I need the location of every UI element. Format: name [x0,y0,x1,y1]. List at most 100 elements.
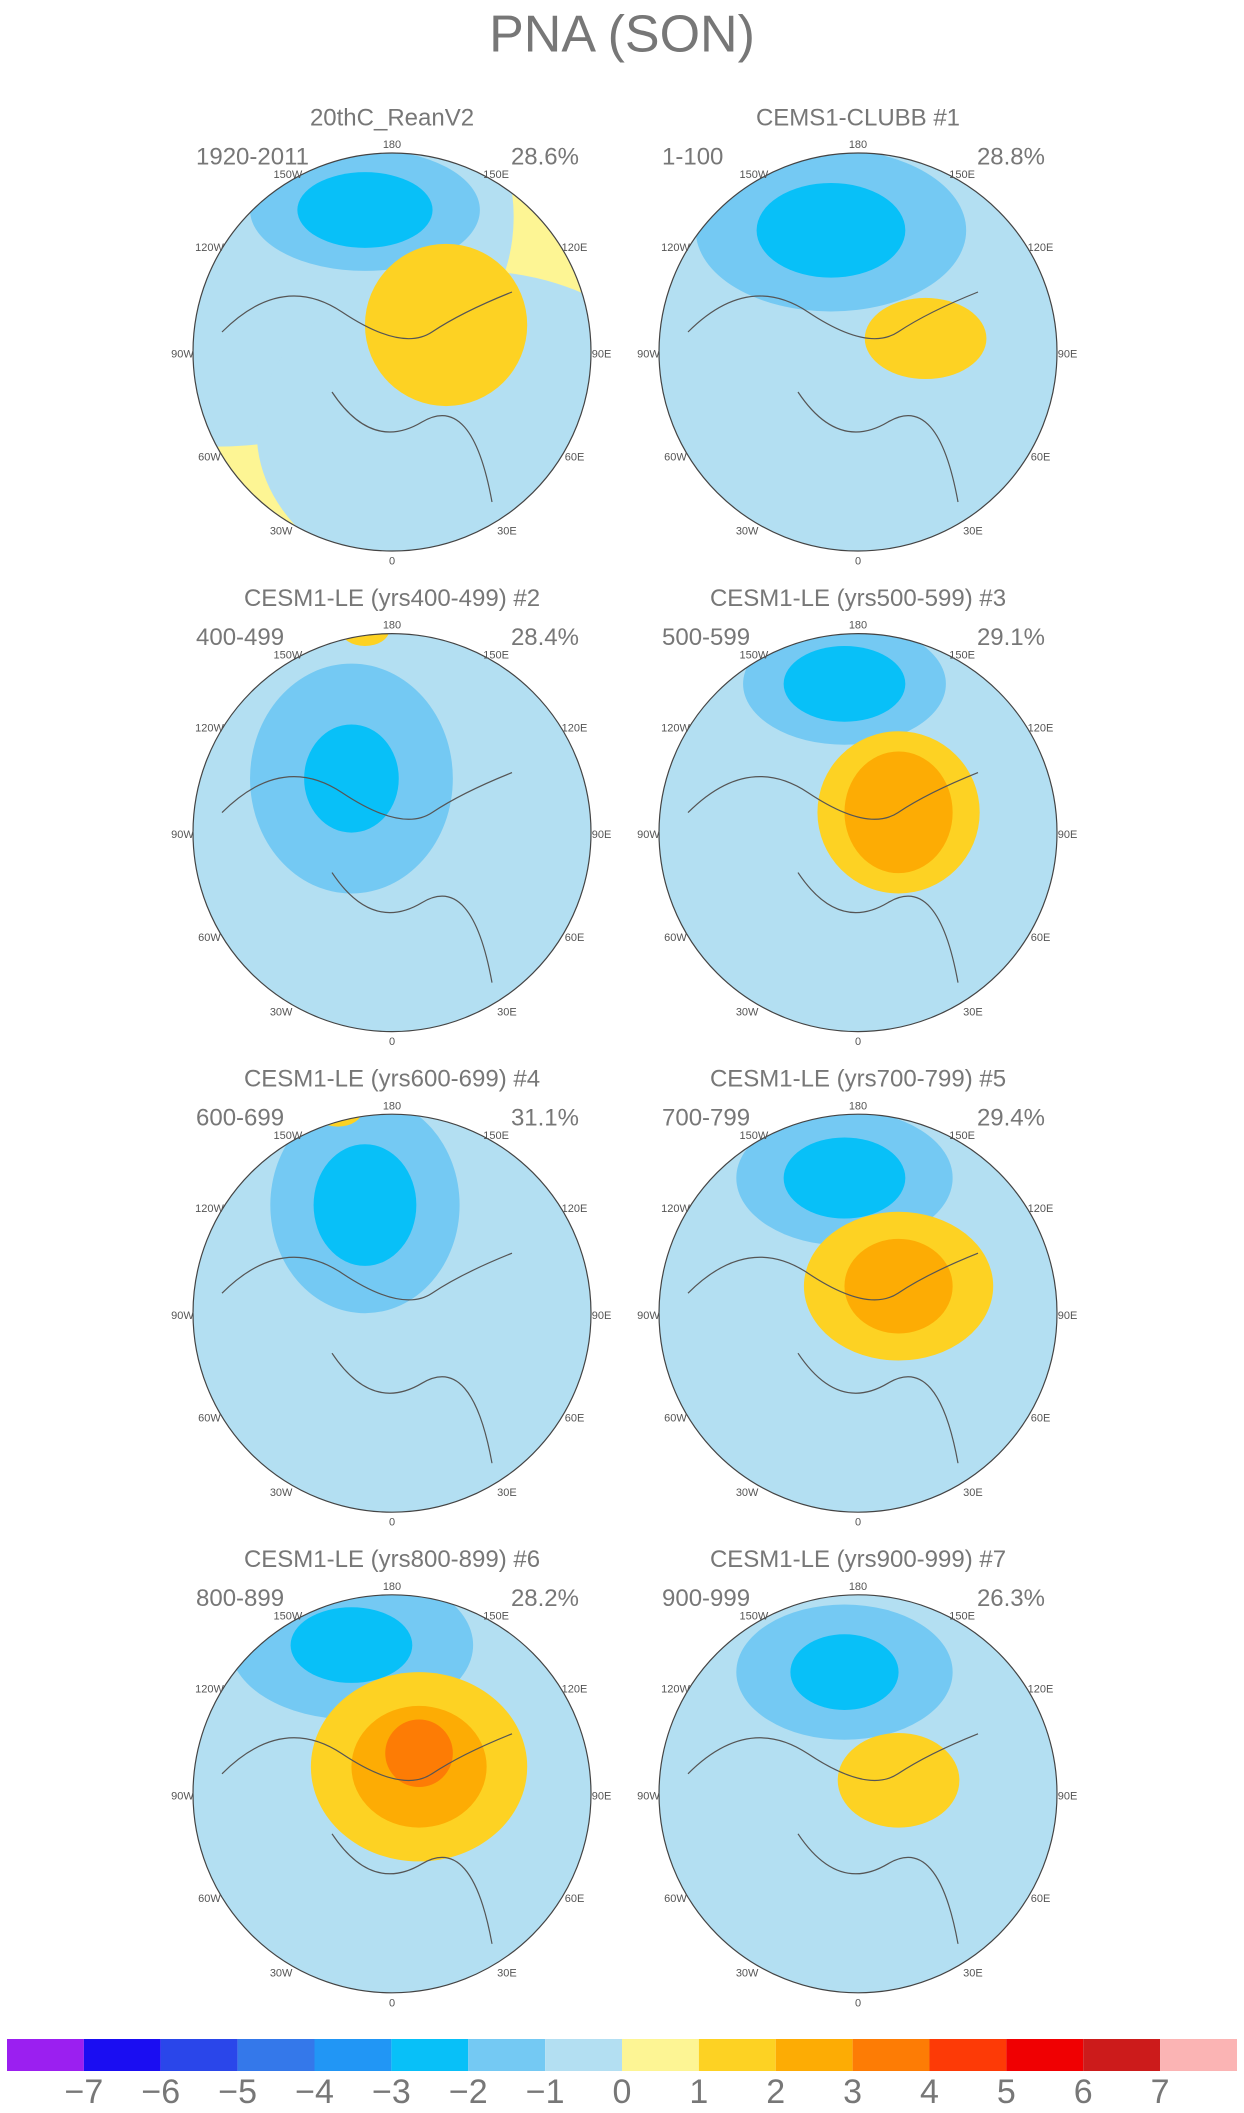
longitude-label: 120E [562,1684,588,1696]
longitude-label: 60W [664,451,687,463]
panel-period: 1-100 [662,143,723,170]
longitude-label: 150E [483,649,509,661]
colorbar-label: −4 [295,2073,334,2111]
longitude-label: 30E [963,1006,983,1018]
anomaly-field [193,153,591,551]
longitude-label: 90W [171,1310,194,1322]
longitude-label: 120W [661,722,690,734]
map-border [658,152,1058,552]
longitude-label: 60E [1031,451,1051,463]
coastline [687,772,979,983]
longitude-label: 180 [383,620,401,632]
colorbar-label: 2 [766,2073,785,2111]
longitude-label: 30W [270,1006,293,1018]
colorbar-label: 1 [689,2073,708,2111]
longitude-label: 150W [740,1130,769,1142]
anomaly-contour [304,724,399,833]
longitude-label: 60W [664,932,687,944]
panel-period: 500-599 [662,624,750,651]
figure-title: PNA (SON) [489,6,755,64]
longitude-label: 30E [497,1968,517,1980]
panel-period: 800-899 [196,1585,284,1612]
longitude-label: 0 [855,555,861,567]
longitude-label: 180 [383,1581,401,1593]
longitude-label: 30E [497,1487,517,1499]
longitude-label: 120W [195,1684,224,1696]
longitude-label: 30W [736,1487,759,1499]
colorbar-label: 7 [1151,2073,1170,2111]
longitude-label: 30W [270,526,293,538]
longitude-label: 60W [198,932,221,944]
anomaly-field [659,1594,1057,1993]
longitude-label: 0 [855,1997,861,2009]
longitude-label: 90W [637,1310,660,1322]
colorbar-label: −3 [372,2073,411,2111]
longitude-label: 150E [949,169,975,181]
panel-period: 400-499 [196,624,284,651]
longitude-label: 60W [198,1893,221,1905]
longitude-label: 90E [592,1790,612,1802]
anomaly-field [193,1594,591,1993]
map-panel: CESM1-LE (yrs900-999) #7 900-999 26.3% 180 1… [637,1546,1077,2009]
longitude-label: 60E [565,451,585,463]
panel-title: CESM1-LE (yrs700-799) #5 [710,1066,1006,1093]
colorbar-label: −6 [141,2073,180,2111]
longitude-label: 30W [736,1006,759,1018]
longitude-label: 180 [849,139,867,151]
panel-title: 20thC_ReanV2 [310,104,474,131]
longitude-label: 150W [740,1611,769,1623]
anomaly-contour [790,1634,899,1710]
colorbar-box [929,2039,1007,2071]
longitude-label: 30E [963,526,983,538]
longitude-label: 60E [1031,1413,1051,1425]
colorbar-box [468,2039,546,2071]
map-panel: CESM1-LE (yrs400-499) #2 400-499 28.4% 180 1… [171,585,611,1048]
longitude-label: 120E [1028,722,1054,734]
longitude-label: 0 [855,1517,861,1529]
longitude-label: 90E [592,349,612,361]
colorbar-box [237,2039,315,2071]
longitude-label: 60W [664,1893,687,1905]
longitude-label: 120E [562,242,588,254]
map-panel: CEMS1-CLUBB #1 1-100 28.8% 180 150W 150E 120W 1… [637,104,1077,567]
colorbar-box [160,2039,238,2071]
longitude-label: 150E [949,1611,975,1623]
panel-period: 1920-2011 [196,143,309,170]
colorbar-label: 3 [843,2073,862,2111]
longitude-label: 60W [198,451,221,463]
longitude-label: 150W [274,1611,303,1623]
colorbar-box [1083,2039,1161,2071]
anomaly-field [193,1114,591,1513]
coastline [221,1252,513,1464]
longitude-label: 60E [1031,932,1051,944]
longitude-label: 180 [383,139,401,151]
longitude-label: 0 [389,1036,395,1048]
coastline [687,1252,979,1464]
longitude-label: 150W [740,649,769,661]
longitude-label: 150E [483,1130,509,1142]
longitude-label: 60E [565,932,585,944]
colorbar-label: −7 [64,2073,103,2111]
longitude-label: 30E [497,1006,517,1018]
longitude-label: 150E [949,649,975,661]
longitude-label: 30E [963,1487,983,1499]
map-border [192,1594,592,1994]
longitude-label: 180 [849,1100,867,1112]
longitude-label: 90E [1058,1310,1078,1322]
coastline [221,1733,513,1944]
map-panel: CESM1-LE (yrs800-899) #6 800-899 28.2% 180 1… [171,1546,612,2009]
colorbar-box [83,2039,161,2071]
map-panel: CESM1-LE (yrs600-699) #4 600-699 31.1% 180 1… [171,1066,611,1529]
colorbar-label: 6 [1074,2073,1093,2111]
panel-variance: 26.3% [977,1585,1045,1612]
colorbar-box [852,2039,930,2071]
coastline [221,772,513,983]
colorbar-label: 5 [997,2073,1016,2111]
colorbar-box [545,2039,622,2071]
map-border [192,152,592,552]
longitude-label: 60W [198,1413,221,1425]
anomaly-field [193,633,591,1032]
longitude-label: 90W [637,1790,660,1802]
